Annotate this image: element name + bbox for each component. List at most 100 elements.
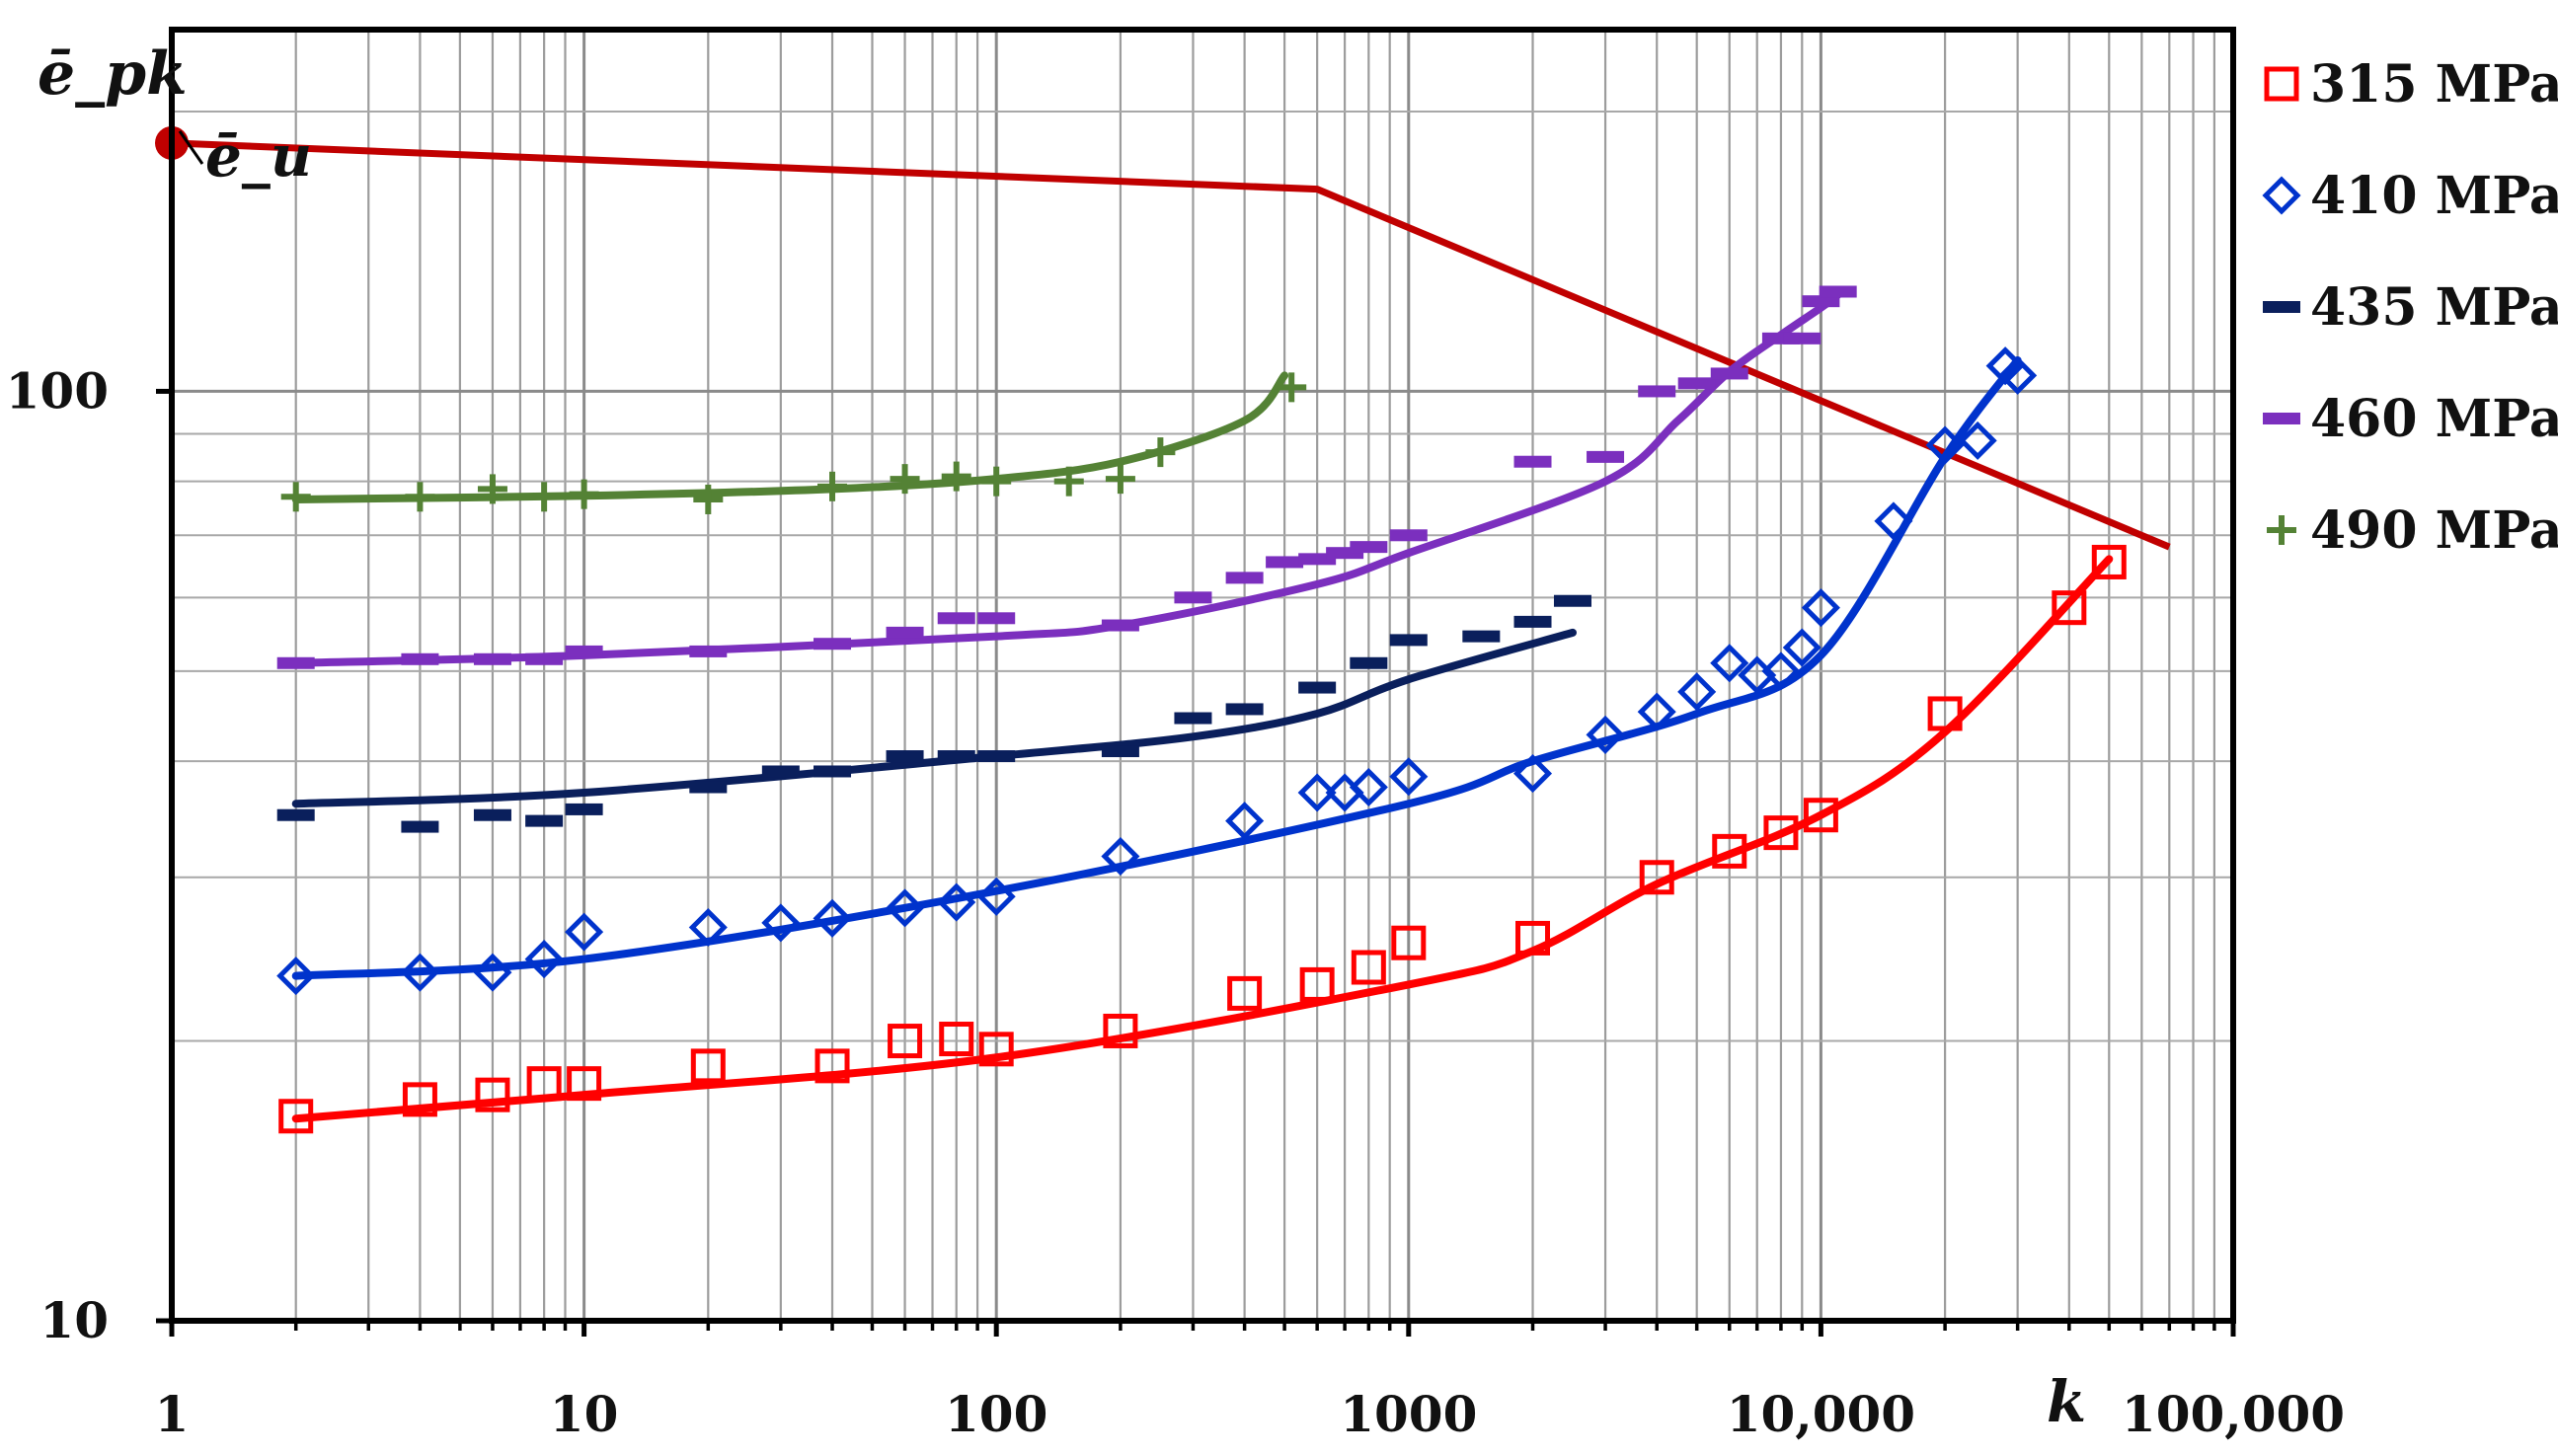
data-point-series-3: [276, 656, 315, 669]
data-point-series-3: [1677, 377, 1716, 390]
data-point-series-0: [1639, 860, 1674, 895]
data-point-series-2: [276, 808, 315, 821]
data-point-series-2: [1553, 594, 1591, 607]
data-point-series-0: [402, 1082, 437, 1117]
data-point-series-1: [1389, 757, 1429, 797]
legend-marker-0: [2264, 66, 2299, 102]
data-point-series-1: [1958, 421, 1997, 460]
data-point-series-0: [567, 1066, 602, 1102]
data-point-series-3: [1802, 295, 1840, 308]
data-point-series-3: [565, 645, 603, 657]
data-point-series-4: [529, 482, 560, 512]
data-point-series-4: [405, 482, 435, 512]
data-point-series-2: [473, 808, 511, 821]
data-point-series-2: [814, 765, 852, 778]
limit-curve-leader: [178, 130, 204, 165]
data-point-series-0: [1103, 1013, 1138, 1048]
data-point-series-1: [1101, 836, 1140, 877]
data-point-series-1: [473, 953, 512, 992]
data-point-series-0: [1803, 798, 1838, 833]
x-axis-label: k: [2047, 1368, 2086, 1435]
data-point-series-0: [278, 1099, 314, 1134]
x-tick-label: 100: [945, 1385, 1047, 1443]
data-point-series-1: [688, 907, 728, 948]
data-point-series-3: [525, 652, 564, 665]
data-point-series-1: [1225, 802, 1265, 841]
data-point-series-0: [2091, 544, 2127, 579]
data-point-series-0: [888, 1024, 923, 1059]
x-tick-label: 1000: [1340, 1385, 1477, 1443]
fit-line-series-1: [291, 355, 2022, 980]
data-point-series-2: [1513, 615, 1552, 628]
data-point-series-0: [526, 1066, 562, 1102]
data-point-series-4: [280, 482, 311, 512]
data-point-series-4: [569, 479, 599, 509]
data-point-series-4: [1277, 372, 1307, 403]
data-point-series-3: [886, 626, 924, 639]
data-point-series-2: [886, 750, 924, 763]
data-point-series-0: [1763, 815, 1799, 851]
data-point-series-1: [565, 912, 604, 952]
data-point-series-3: [1819, 285, 1857, 298]
legend-label-0: 315 MPa: [2310, 54, 2558, 115]
data-point-series-3: [814, 638, 852, 651]
data-point-series-1: [1710, 644, 1749, 683]
data-point-series-1: [1925, 425, 1965, 465]
data-point-series-1: [937, 882, 976, 922]
data-point-series-2: [689, 781, 728, 794]
fit-line-series-4: [291, 371, 1289, 503]
data-point-series-3: [1174, 591, 1212, 604]
legend-marker-1: [2262, 176, 2301, 215]
data-point-series-4: [817, 471, 848, 501]
data-point-series-0: [939, 1022, 974, 1057]
data-point-series-0: [814, 1048, 850, 1084]
data-point-series-0: [978, 1032, 1014, 1067]
data-point-series-3: [1638, 385, 1676, 398]
data-point-series-2: [1101, 745, 1139, 758]
data-point-series-2: [1225, 703, 1264, 716]
data-point-series-0: [475, 1077, 510, 1112]
data-point-series-1: [976, 877, 1016, 916]
data-point-series-1: [400, 953, 439, 992]
y-axis-label: ē_pk: [38, 39, 188, 109]
data-point-series-2: [1174, 712, 1212, 725]
data-point-series-1: [813, 898, 852, 938]
data-point-series-1: [1998, 355, 2038, 395]
data-point-series-3: [937, 612, 975, 625]
data-point-series-1: [1874, 501, 1913, 541]
data-point-series-1: [1801, 588, 1840, 628]
data-point-series-4: [477, 474, 507, 504]
data-point-series-0: [1712, 833, 1747, 869]
legend-label-3: 460 MPa: [2310, 389, 2558, 449]
x-tick-label: 100,000: [2122, 1385, 2345, 1443]
data-point-series-3: [473, 652, 511, 665]
data-point-series-0: [2052, 590, 2087, 626]
data-point-series-0: [1299, 966, 1335, 1002]
data-point-series-2: [1389, 634, 1428, 647]
data-point-series-4: [1053, 466, 1084, 497]
data-point-series-0: [1515, 920, 1551, 956]
limit-curve-label: ē_u: [205, 122, 312, 190]
x-tick-label: 10: [550, 1385, 619, 1443]
x-tick-labels: 1 10 100 1000 10,000 100,000: [155, 1385, 2345, 1443]
data-point-series-1: [1349, 767, 1388, 807]
data-point-series-2: [401, 820, 439, 833]
data-point-series-3: [1225, 572, 1264, 584]
data-point-series-3: [1513, 455, 1552, 468]
data-point-series-0: [1227, 975, 1263, 1011]
data-point-series-3: [1101, 619, 1139, 632]
data-point-series-3: [1350, 541, 1388, 554]
data-point-series-3: [689, 645, 728, 657]
grid: [172, 30, 2233, 1321]
y-tick-label: 100: [6, 361, 109, 420]
data-point-series-2: [761, 765, 800, 778]
data-point-series-1: [1512, 754, 1553, 794]
limit-curve-layer: [155, 125, 2171, 551]
data-point-series-4: [981, 466, 1012, 497]
data-point-series-3: [1266, 556, 1304, 569]
data-point-series-1: [1637, 692, 1676, 731]
data-point-series-1: [1761, 651, 1801, 691]
plot-frame: [169, 27, 2236, 1324]
data-point-series-3: [401, 652, 439, 665]
